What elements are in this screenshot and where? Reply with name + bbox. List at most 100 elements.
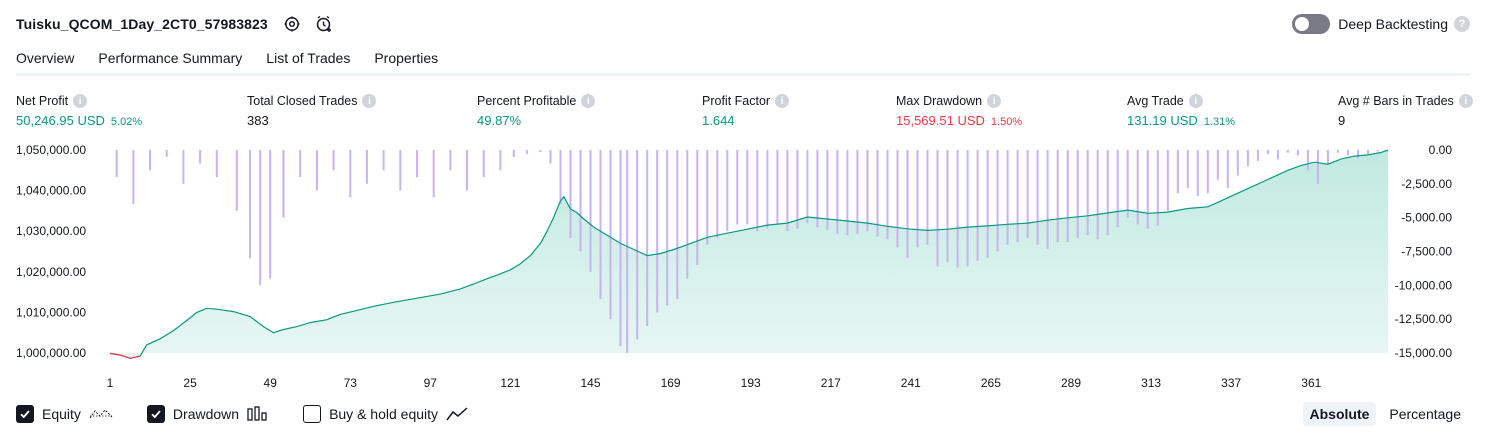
drawdown-bar (1156, 150, 1159, 226)
drawdown-bar (936, 150, 939, 267)
add-alert-icon[interactable] (314, 14, 334, 34)
info-icon[interactable]: i (1188, 94, 1203, 108)
display-mode-switch: Absolute Percentage (1297, 402, 1469, 426)
tab-properties[interactable]: Properties (374, 50, 439, 66)
metric-label-text: Total Closed Trades (247, 94, 358, 108)
strategy-title-bar: Tuisku_QCOM_1Day_2CT0_57983823 (16, 12, 334, 36)
drawdown-bar (746, 150, 749, 225)
info-icon[interactable]: i (987, 94, 1002, 108)
equity-axis-label: 1,030,000.00 (16, 224, 86, 238)
info-icon[interactable]: i (73, 94, 88, 108)
equity-axis-label: 1,000,000.00 (16, 346, 86, 360)
drawdown-axis-label: -10,000.00 (1395, 278, 1453, 292)
drawdown-bar (1316, 150, 1319, 184)
x-axis-label: 1 (107, 376, 114, 390)
mode-percentage-button[interactable]: Percentage (1389, 406, 1461, 422)
x-axis-label: 337 (1221, 376, 1241, 390)
metrics-row: Net Profit i 50,246.95 USD 5.02% Total Close… (0, 93, 1486, 133)
drawdown-bar (846, 150, 849, 236)
metric-percent: 1.50% (990, 116, 1023, 128)
metric-label: Avg # Bars in Trades i (1338, 93, 1473, 109)
drawdown-axis-label: -2,500.00 (1401, 177, 1452, 191)
drawdown-bar (1256, 150, 1259, 161)
drawdown-bar (589, 150, 592, 272)
drawdown-axis-label: -12,500.00 (1395, 312, 1453, 326)
legend-checkbox-buy-hold-equity[interactable] (303, 405, 322, 423)
drawdown-bar (906, 150, 909, 259)
deep-backtesting-label: Deep Backtesting (1338, 16, 1448, 32)
drawdown-axis-label: -7,500.00 (1401, 245, 1452, 259)
drawdown-bar (996, 150, 999, 252)
drawdown-bar (115, 150, 118, 178)
metric-value-text: 9 (1338, 113, 1346, 128)
equity-axis-label: 1,040,000.00 (16, 184, 86, 198)
buy-hold-line-icon (446, 406, 468, 422)
equity-axis-label: 1,050,000.00 (16, 143, 86, 157)
metric-profit-factor: Profit Factor i 1.644 (702, 93, 790, 128)
drawdown-bar (806, 150, 809, 224)
metric-label: Percent Profitable i (477, 93, 596, 109)
drawdown-bar (656, 150, 659, 313)
drawdown-bar (569, 150, 572, 238)
drawdown-bar (269, 150, 272, 279)
drawdown-bar (1036, 150, 1039, 245)
drawdown-bar (399, 150, 402, 191)
drawdown-bar (1186, 150, 1189, 188)
tab-overview[interactable]: Overview (16, 48, 75, 76)
x-axis-label: 265 (981, 376, 1001, 390)
drawdown-bar (1216, 150, 1219, 180)
metric-value: 383 (247, 113, 376, 128)
drawdown-bar (1136, 150, 1139, 225)
drawdown-bar (365, 150, 368, 184)
chart-legend: Equity Drawdown Buy & hold equity (16, 403, 502, 425)
mode-absolute-button[interactable]: Absolute (1302, 402, 1377, 426)
metric-value-text: 50,246.95 USD (16, 113, 105, 128)
x-axis-label: 73 (344, 376, 358, 390)
drawdown-bar (1286, 150, 1289, 153)
equity-axis-label: 1,020,000.00 (16, 265, 86, 279)
legend-checkbox-equity[interactable] (16, 405, 34, 423)
drawdown-bar (1046, 150, 1049, 249)
info-icon[interactable]: i (1458, 94, 1473, 108)
drawdown-bar (1367, 150, 1369, 155)
info-icon[interactable]: i (362, 94, 377, 108)
drawdown-bar (836, 150, 839, 234)
x-axis-label: 49 (264, 376, 278, 390)
metric-value: 1.644 (702, 113, 789, 128)
help-icon[interactable]: ? (1454, 16, 1470, 32)
tab-list-of-trades[interactable]: List of Trades (266, 50, 351, 66)
drawdown-bar (856, 150, 859, 234)
drawdown-bar (826, 150, 829, 230)
drawdown-bar (1236, 150, 1239, 176)
drawdown-bar (646, 150, 649, 326)
legend-label: Drawdown (172, 406, 240, 422)
legend-checkbox-drawdown[interactable] (146, 405, 165, 423)
drawdown-bar (976, 150, 979, 261)
drawdown-bar (1086, 150, 1089, 236)
legend-equity[interactable]: Equity (16, 405, 113, 423)
legend-drawdown[interactable]: Drawdown (146, 405, 269, 423)
metric-percent: 5.02% (110, 116, 143, 128)
drawdown-bar (756, 150, 759, 232)
legend-buy-hold-equity[interactable]: Buy & hold equity (303, 405, 468, 423)
metric-value: 9 (1338, 113, 1473, 128)
tab-bar: Overview Performance Summary List of Trade… (16, 48, 462, 76)
tab-performance-summary[interactable]: Performance Summary (98, 50, 243, 66)
drawdown-bar (349, 150, 352, 198)
drawdown-bar (512, 150, 515, 157)
metric-label: Profit Factor i (702, 93, 790, 109)
settings-gear-icon[interactable] (282, 14, 302, 34)
metric-label-text: Percent Profitable (477, 94, 577, 108)
metric-percent-profitable: Percent Profitable i 49.87% (477, 93, 596, 128)
drawdown-bar (466, 150, 468, 191)
metric-value: 49.87% (477, 113, 595, 128)
info-icon[interactable]: i (581, 94, 596, 108)
info-icon[interactable]: i (775, 94, 790, 108)
x-axis-label: 97 (424, 376, 438, 390)
drawdown-bar (259, 150, 262, 286)
deep-backtesting-toggle[interactable] (1292, 14, 1331, 34)
metric-label: Avg Trade i (1127, 93, 1235, 109)
metric-value-text: 383 (247, 113, 269, 128)
drawdown-bar (482, 150, 485, 178)
drawdown-bar (609, 150, 612, 320)
